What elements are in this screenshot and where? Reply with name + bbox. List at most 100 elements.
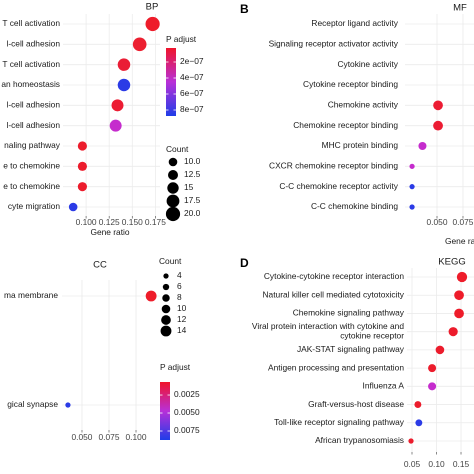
y-tick-label: Chemokine signaling pathway: [293, 308, 405, 318]
color-tick-label: 6e−07: [180, 88, 204, 98]
y-tick-label: Antigen processing and presentation: [268, 362, 404, 372]
y-tick-label: l-cell adhesion: [6, 120, 60, 130]
x-axis-label: Gene ratio: [90, 227, 129, 237]
x-tick-label: 0.15: [453, 459, 470, 469]
size-key: [161, 304, 171, 314]
y-tick-label: e to chemokine: [3, 181, 60, 191]
panel-letter: B: [240, 2, 249, 16]
x-tick-label: 0.125: [99, 217, 120, 227]
color-tick-label: 2e−07: [180, 56, 204, 66]
y-tick-label: naling pathway: [4, 140, 61, 150]
dot: [68, 202, 78, 212]
y-tick-label: African trypanosomiasis: [315, 435, 404, 445]
color-legend-title: P adjust: [166, 34, 197, 44]
dot: [414, 401, 422, 409]
dot: [145, 290, 157, 302]
panel: CC 0.050 0.075 0.100 ma membrane gical synaps…: [4, 256, 200, 442]
x-axis-label: Gene ratio: [445, 236, 474, 246]
dot: [418, 141, 427, 151]
y-tick-label: C-C chemokine binding: [311, 201, 398, 211]
color-tick-label: 4e−07: [180, 72, 204, 82]
dot: [408, 438, 414, 444]
size-key: [160, 325, 172, 337]
y-tick-label: Cytokine activity: [337, 59, 398, 69]
panel: B MF 0.050 0.075 Gene ratio Receptor ligand a…: [240, 2, 474, 246]
y-tick-label: JAK-STAT signaling pathway: [297, 344, 405, 354]
dot: [448, 327, 458, 337]
x-tick-label: 0.050: [72, 432, 93, 442]
dot: [456, 271, 468, 283]
size-key: [165, 206, 181, 222]
dot: [433, 100, 443, 111]
y-tick-label: e to chemokine: [3, 161, 60, 171]
size-key-label: 20.0: [184, 208, 201, 218]
y-tick-label: MHC protein binding: [322, 140, 399, 150]
size-key: [161, 315, 171, 325]
dot: [435, 345, 445, 355]
panel-title: KEGG: [438, 257, 465, 268]
size-key-label: 4: [177, 270, 182, 280]
y-tick-label: Cytokine receptor binding: [303, 79, 398, 89]
y-tick-label: T cell activation: [2, 18, 60, 28]
dot: [77, 161, 87, 171]
y-tick-label: l-cell adhesion: [6, 100, 60, 110]
y-tick-label: gical synapse: [7, 399, 58, 409]
size-key: [167, 182, 179, 194]
size-key: [166, 194, 180, 208]
size-key: [162, 283, 170, 291]
y-tick-label: l-cell adhesion: [6, 39, 60, 49]
x-tick-label: 0.150: [122, 217, 143, 227]
dot: [415, 419, 423, 427]
y-tick-label: Natural killer cell mediated cytotoxicit…: [263, 289, 405, 299]
y-tick-label: Chemokine activity: [328, 100, 399, 110]
x-tick-label: 0.075: [453, 217, 474, 227]
dot: [65, 402, 71, 408]
y-tick-label: Cytokine-cytokine receptor interaction: [264, 271, 404, 281]
y-tick-label: Chemokine receptor binding: [293, 120, 398, 130]
dot: [77, 182, 87, 192]
dot: [409, 204, 415, 210]
y-tick-label: Influenza A: [363, 381, 405, 391]
size-key-label: 14: [177, 325, 187, 335]
panel: D KEGG 0.05 0.10 0.15 Cytokine-cytokine recep…: [240, 256, 474, 469]
y-tick-label: Receptor ligand activity: [311, 18, 398, 28]
dot: [454, 290, 464, 301]
x-tick-label: 0.100: [126, 432, 147, 442]
y-tick-label: CXCR chemokine receptor binding: [269, 161, 398, 171]
y-tick-label: Signaling receptor activator activity: [269, 39, 399, 49]
color-bar: [166, 48, 176, 116]
color-tick-label: 8e−07: [180, 104, 204, 114]
dot: [409, 163, 415, 169]
color-legend-title: P adjust: [160, 362, 191, 372]
dot: [433, 120, 443, 131]
size-key-label: 12.5: [184, 169, 201, 179]
dot: [117, 78, 131, 92]
size-key-label: 17.5: [184, 195, 201, 205]
dot: [77, 141, 87, 151]
y-tick-label: cyte migration: [8, 201, 60, 211]
panel-letter: D: [240, 256, 249, 270]
dot: [428, 364, 437, 373]
dot: [117, 58, 131, 71]
x-tick-label: 0.10: [428, 459, 445, 469]
size-key-label: 6: [177, 281, 182, 291]
panel: BP 0.100 0.125 0.150 0.175 Gene ratio T cell a…: [1, 2, 204, 238]
y-tick-label: T cell activation: [2, 59, 60, 69]
x-tick-label: 0.075: [99, 432, 120, 442]
size-legend-title: Count: [159, 256, 182, 266]
dot: [428, 382, 437, 391]
x-tick-label: 0.100: [76, 217, 97, 227]
panel-title: BP: [146, 2, 159, 13]
y-tick-label: Toll-like receptor signaling pathway: [274, 417, 405, 427]
x-tick-label: 0.05: [404, 459, 421, 469]
size-key: [162, 294, 170, 302]
panel-title: CC: [93, 260, 107, 271]
color-tick-label: 0.0075: [174, 425, 200, 435]
panel-title: MF: [453, 3, 467, 14]
dot: [132, 37, 147, 52]
size-key-label: 10: [177, 303, 187, 313]
size-key-label: 15: [184, 182, 194, 192]
y-tick-label: C-C chemokine receptor activity: [279, 181, 398, 191]
dot: [409, 184, 415, 190]
